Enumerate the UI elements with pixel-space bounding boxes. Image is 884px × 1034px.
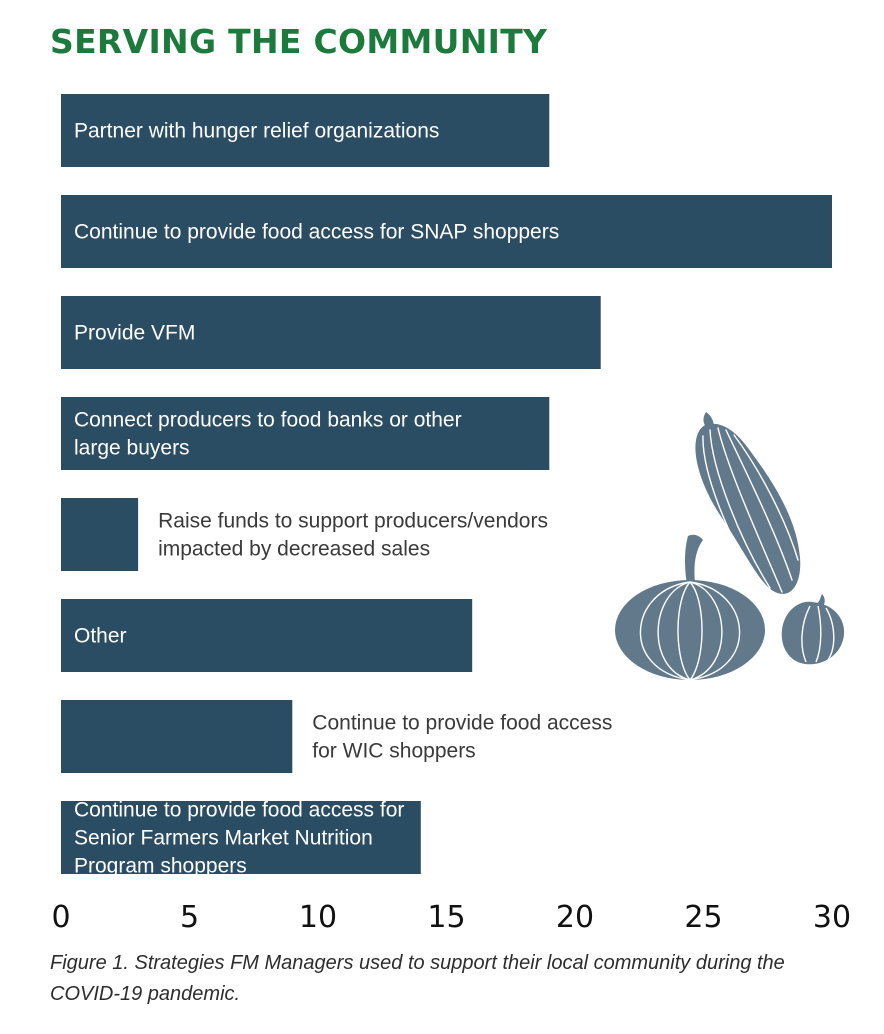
- bar-4: [61, 498, 139, 571]
- bar-3: [61, 397, 550, 470]
- squash-icon: [695, 412, 801, 594]
- x-tick-5: 25: [684, 900, 722, 935]
- bar-label-0: Partner with hunger relief organizations: [74, 120, 439, 143]
- x-tick-1: 5: [180, 900, 199, 935]
- x-tick-0: 0: [51, 900, 70, 935]
- bar-label-1: Continue to provide food access for SNAP…: [74, 221, 559, 244]
- vegetables-illustration: [615, 412, 845, 681]
- x-tick-3: 15: [427, 900, 465, 935]
- x-axis-ticks: 0 5 10 15 20 25 30: [51, 900, 851, 935]
- bar-chart: Partner with hunger relief organizations…: [51, 94, 851, 935]
- bar-label-7: Continue to provide food access for Senio…: [74, 799, 404, 878]
- pumpkin-icon: [615, 534, 765, 681]
- x-tick-6: 30: [813, 900, 851, 935]
- bar-6: [61, 700, 293, 773]
- bar-5: [61, 599, 473, 672]
- chart-title: SERVING THE COMMUNITY: [50, 22, 548, 61]
- figure-caption: Figure 1. Strategies FM Managers used to…: [50, 952, 785, 1005]
- bar-0: [61, 94, 550, 167]
- bar-label-5: Other: [74, 625, 127, 648]
- bar-1: [61, 195, 832, 268]
- bar-label-6: Continue to provide food access for WIC s…: [312, 712, 612, 763]
- bars-layer: Partner with hunger relief organizations…: [61, 94, 832, 878]
- bar-2: [61, 296, 601, 369]
- bar-7: [61, 801, 421, 874]
- bar-label-3: Connect producers to food banks or other…: [74, 409, 462, 460]
- x-tick-4: 20: [556, 900, 594, 935]
- bar-label-4: Raise funds to support producers/vendors…: [158, 510, 548, 561]
- pepper-icon: [781, 594, 845, 665]
- bar-label-2: Provide VFM: [74, 322, 195, 345]
- x-tick-2: 10: [299, 900, 337, 935]
